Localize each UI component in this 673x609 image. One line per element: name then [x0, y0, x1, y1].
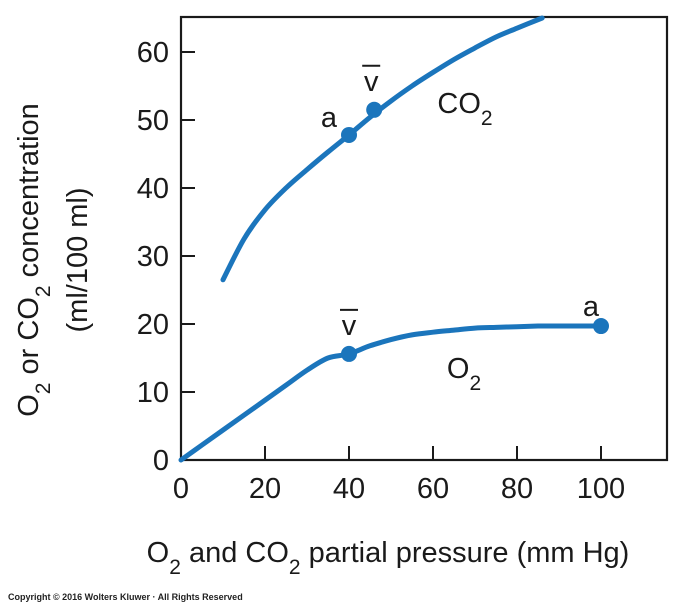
o-series-label: O2 — [447, 353, 481, 395]
x-tick-label: 60 — [417, 473, 449, 505]
copyright-notice: Copyright © 2016 Wolters Kluwer · All Ri… — [8, 592, 243, 602]
y-tick-label: 50 — [137, 105, 169, 137]
x-tick-label: 100 — [577, 473, 625, 505]
o-venous-point — [341, 345, 357, 362]
x-tick-label: 80 — [501, 473, 533, 505]
y-tick-label: 10 — [137, 377, 169, 409]
o-arterial-label: a — [583, 291, 600, 323]
y-tick-label: 20 — [137, 309, 169, 341]
plot-border — [179, 15, 669, 462]
y-tick-label: 30 — [137, 241, 169, 273]
co-venous-point — [366, 101, 383, 118]
y-tick-label: 60 — [137, 37, 169, 69]
y-tick-label: 40 — [137, 173, 169, 205]
x-axis-ticks: 0 20 40 60 80 100 — [173, 446, 625, 505]
y-axis-title-line1: O2 or CO2 concentration — [13, 103, 55, 417]
co-curve — [220, 15, 545, 283]
plot-frame — [179, 15, 669, 462]
co-series-label: CO2 — [437, 88, 492, 130]
co-arterial-label: a — [321, 102, 338, 134]
x-tick-label: 0 — [173, 473, 189, 505]
x-axis-title: O2 and CO2 partial pressure (mm Hg) — [147, 537, 630, 579]
y-tick-label: 0 — [153, 445, 169, 477]
x-tick-label: 20 — [249, 473, 281, 505]
y-axis-ticks: 0 10 20 30 40 50 60 — [137, 37, 195, 477]
curves: CO2 O2 — [178, 15, 604, 463]
co-arterial-point — [341, 126, 357, 143]
y-axis-title-line2: (ml/100 ml) — [62, 187, 94, 332]
o-curve — [178, 323, 604, 463]
co-venous-label: v — [364, 66, 379, 98]
o-venous-label: v — [342, 310, 357, 342]
x-tick-label: 40 — [333, 473, 365, 505]
o-arterial-point — [593, 318, 609, 335]
